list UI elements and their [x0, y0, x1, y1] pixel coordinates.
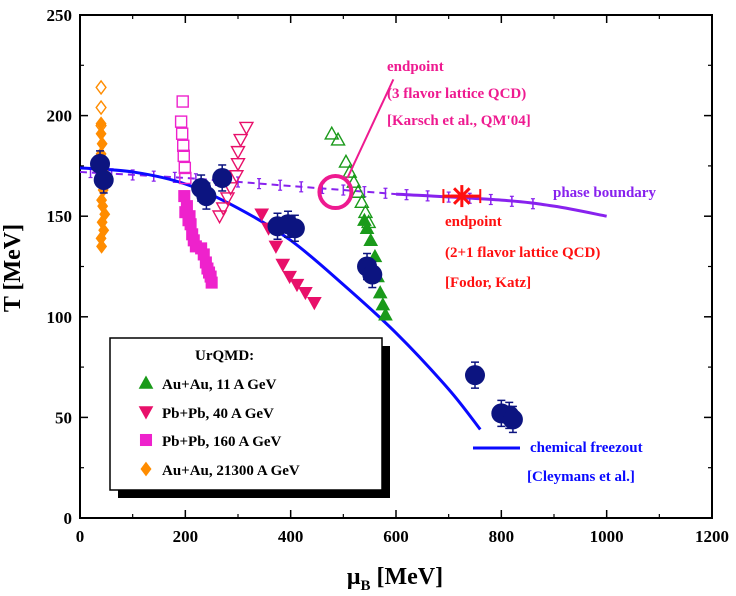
x-axis-label-mu: μ: [347, 564, 361, 590]
freezeout-point: [284, 218, 305, 239]
x-tick-label: 600: [383, 527, 409, 546]
au11-open-point: [338, 153, 354, 168]
pb160-open-point: [179, 171, 192, 185]
freezeout-point: [362, 264, 383, 285]
x-tick-label: 400: [278, 527, 304, 546]
endpoint21-label-line1: endpoint: [445, 214, 502, 230]
pb160-point: [182, 214, 195, 227]
annotations-group: endpoint (3 flavor lattice QCD) [Karsch …: [387, 59, 656, 485]
phase-boundary-label: phase boundary: [553, 185, 656, 201]
au11-open-point: [330, 131, 346, 146]
x-tick-label: 1000: [590, 527, 624, 546]
pb40-point: [275, 258, 291, 273]
legend-entry-pb160: Pb+Pb, 160 A GeV: [162, 434, 282, 450]
au11-point: [378, 307, 393, 321]
pb40-open-point: [219, 192, 236, 207]
legend-marker-pb160: [139, 433, 153, 447]
freezeout-point: [90, 153, 111, 174]
endpoint21-label-line3: [Fodor, Katz]: [445, 275, 531, 291]
endpoint3-label-line2: (3 flavor lattice QCD): [387, 86, 526, 102]
pb160-open-point: [174, 115, 188, 128]
endpoint-3flavor-marker: [317, 174, 354, 211]
au11-open-point: [354, 194, 370, 209]
y-tick-label: 250: [47, 6, 73, 25]
pb40-open-point: [228, 170, 245, 184]
au11-point: [375, 297, 391, 311]
pb40-open-point: [232, 133, 249, 148]
endpoint3-label-line3: [Karsch et al., QM'04]: [387, 113, 531, 129]
au11-open-point: [350, 184, 366, 198]
freezeout-point: [196, 186, 217, 207]
phase-boundary-solid: [395, 192, 607, 218]
pb160-open-point: [178, 161, 192, 175]
au21300-open-point: [95, 99, 107, 116]
x-tick-label: 1200: [695, 527, 729, 546]
y-tick-label: 0: [64, 509, 73, 528]
legend: UrQMD: Au+Au, 11 A GeV Pb+Pb, 40 A GeV P…: [109, 337, 390, 498]
legend-marker-pb40: [138, 406, 154, 420]
endpoint-3flavor-pointer: [346, 78, 395, 179]
x-axis-label-sub: B: [360, 578, 370, 594]
pb40-point: [298, 286, 313, 301]
freezeout-point: [212, 167, 233, 188]
endpoint3-label-line1: endpoint: [387, 59, 444, 75]
endpoint21-label-line2: (2+1 flavor lattice QCD): [445, 245, 600, 261]
pb160-open-point: [177, 139, 190, 153]
au11-point: [363, 232, 379, 247]
pb40-open-point: [230, 157, 246, 172]
legend-marker-au11: [138, 375, 154, 389]
endpoint-21flavor-star-ray: [452, 187, 471, 205]
points-group: [90, 78, 523, 434]
legend-entry-au21300: Au+Au, 21300 A GeV: [162, 463, 300, 479]
x-tick-label: 200: [173, 527, 199, 546]
pb40-point: [307, 297, 322, 311]
au11-point: [359, 220, 375, 234]
au11-open-point: [341, 163, 358, 178]
x-axis-label: μB [MeV]: [347, 564, 443, 594]
y-axis-label: T [MeV]: [0, 224, 26, 312]
pb40-point: [289, 278, 305, 293]
pb40-point: [282, 270, 297, 285]
y-tick-label: 50: [55, 408, 72, 427]
freezeout-point: [465, 365, 485, 386]
au21300-open-point: [95, 79, 107, 96]
au11-open-point: [346, 174, 362, 188]
pb40-open-point: [215, 202, 231, 217]
y-tick-label: 100: [47, 308, 73, 327]
pb40-open-point: [230, 145, 246, 160]
freezeout-point: [93, 169, 114, 190]
pb160-open-point: [175, 127, 189, 140]
pb160-open-point: [177, 149, 190, 163]
au11-open-point: [324, 125, 340, 140]
x-tick-label: 800: [489, 527, 515, 546]
legend-box: [109, 337, 383, 491]
curves-group: [79, 166, 607, 450]
y-tick-label: 200: [47, 107, 73, 126]
au11-point: [372, 285, 388, 299]
legend-title: UrQMD:: [195, 348, 254, 364]
pb40-open-point: [211, 210, 228, 225]
pb160-point: [205, 276, 218, 289]
legend-entry-pb40: Pb+Pb, 40 A GeV: [162, 406, 274, 422]
pb40-open-point: [238, 121, 255, 136]
freezeout-curve: [79, 166, 482, 431]
freezeout-point: [502, 409, 523, 430]
au21300-point: [96, 239, 108, 254]
pb40-point: [254, 208, 270, 222]
axes-group: T [MeV] μB [MeV] 0 200 400 600 800 1000 1200 0 5…: [0, 6, 729, 594]
y-tick-label: 150: [47, 207, 73, 226]
pb160-point: [178, 190, 191, 203]
pb40-point: [268, 240, 284, 254]
freezeout-label-line1: chemical freezout: [530, 440, 643, 456]
x-tick-label: 0: [76, 527, 85, 546]
freezeout-label-line2: [Cleymans et al.]: [527, 469, 635, 485]
legend-marker-au21300: [140, 461, 152, 477]
plot-frame-group: [79, 14, 713, 519]
legend-entry-au11: Au+Au, 11 A GeV: [162, 377, 277, 393]
x-axis-label-unit: [MeV]: [371, 564, 444, 590]
pb160-open-point: [176, 95, 189, 108]
